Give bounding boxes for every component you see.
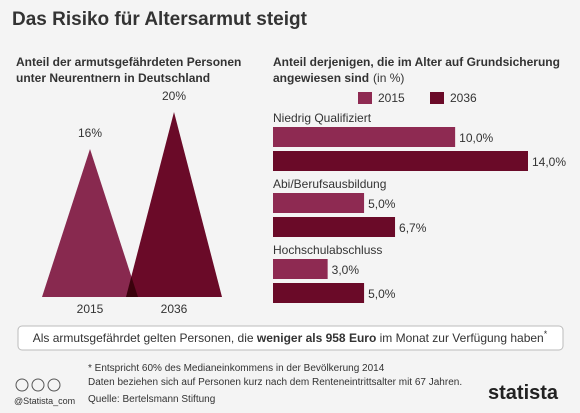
note-part: weniger als 958 Euro [256,331,376,345]
chart-subtitle: angewiesen sind [273,71,369,85]
value-label: 6,7% [399,221,427,235]
category-label: Hochschulabschluss [273,243,382,257]
bar [273,259,328,279]
category-label: Niedrig Qualifiziert [273,111,372,125]
footnote: * Entspricht 60% des Medianeinkommens in… [88,363,385,374]
chart-subtitle: Anteil der armutsgefährdeten Personen [16,55,241,69]
value-label: 10,0% [459,131,493,145]
legend-label: 2015 [378,91,405,105]
bar [273,127,456,147]
chart-subtitle: Anteil derjenigen, die im Alter auf Grun… [273,55,560,69]
source: Quelle: Bertelsmann Stiftung [88,394,215,405]
license-icons [15,378,61,392]
note-part: im Monat zur Verfügung haben [376,331,543,345]
chart-subtitle: unter Neurentnern in Deutschland [16,71,210,85]
bar [273,151,528,171]
note-box [17,325,564,351]
legend-swatch [430,92,444,104]
value-label: 5,0% [368,287,396,301]
triangle [42,149,138,297]
note-part: * [544,329,548,339]
unit: (in %) [373,71,404,85]
category-label: Abi/Berufsausbildung [273,177,386,191]
bar [273,283,365,303]
bar [273,193,365,213]
category-label: 2036 [161,302,188,316]
value-label: 20% [162,89,186,103]
page-title: Das Risiko für Altersarmut steigt [12,9,308,30]
footnote: Daten beziehen sich auf Personen kurz na… [88,377,462,388]
note-part: Als armutsgefährdet gelten Personen, die [33,331,257,345]
value-label: 14,0% [532,155,566,169]
category-label: 2015 [77,302,104,316]
bar [273,217,396,237]
note: Als armutsgefährdet gelten Personen, die… [33,329,548,345]
value-label: 3,0% [332,263,360,277]
brand: statista [488,382,559,404]
chart-subtitle: angewiesen sind (in %) [273,71,404,85]
value-label: 16% [78,126,102,140]
triangle [126,112,222,297]
legend-swatch [358,92,372,104]
legend-label: 2036 [450,91,477,105]
handle: @Statista_com [14,396,75,406]
value-label: 5,0% [368,197,396,211]
